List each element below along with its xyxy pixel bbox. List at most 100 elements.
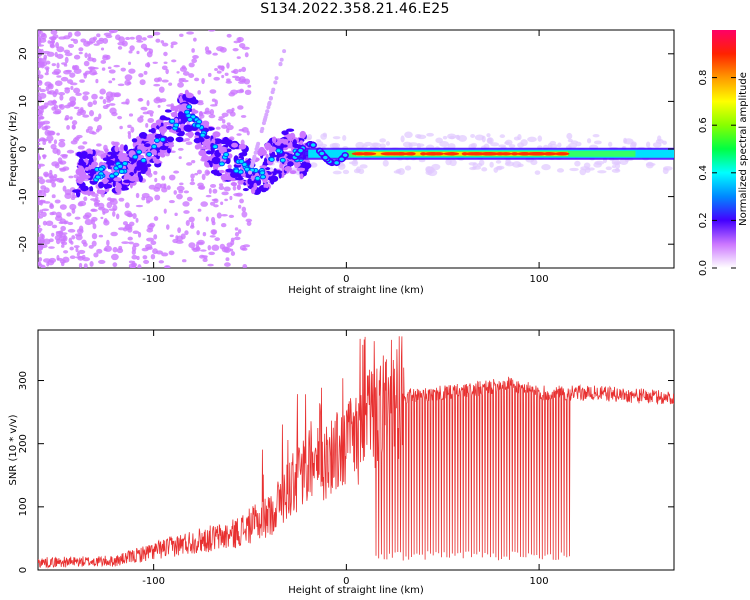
- noise-blob: [67, 43, 75, 48]
- snr-ticks: -100 0 100 0 100 200 300: [18, 330, 674, 587]
- noise-blob: [96, 143, 102, 147]
- band-red-blob: [510, 152, 519, 156]
- ridge-blob: [112, 150, 121, 155]
- ridge-core-blob: [136, 149, 143, 155]
- streak-blob: [253, 150, 258, 155]
- noise-blob: [70, 38, 75, 41]
- noise-blob: [309, 162, 318, 168]
- band-red-blob: [471, 152, 482, 156]
- noise-blob: [38, 30, 42, 36]
- band-red-blob: [448, 152, 457, 156]
- noise-blob: [186, 162, 193, 166]
- noise-blob: [208, 114, 216, 119]
- ridge-blob: [200, 146, 207, 150]
- noise-blob: [49, 41, 55, 48]
- noise-blob: [197, 208, 202, 212]
- noise-blob: [177, 227, 182, 234]
- noise-blob: [379, 138, 387, 143]
- ridge-blob: [278, 172, 282, 179]
- noise-blob: [449, 159, 457, 167]
- wave-blob: [332, 159, 341, 167]
- noise-blob: [217, 65, 222, 69]
- noise-blob: [557, 142, 562, 148]
- noise-blob: [332, 170, 342, 175]
- noise-blob: [221, 65, 225, 72]
- noise-blob: [207, 263, 214, 267]
- ridge-blob: [231, 142, 239, 148]
- colorbar-gradient: [712, 30, 736, 268]
- noise-blob: [108, 80, 113, 84]
- noise-blob: [40, 185, 47, 190]
- ridge-core-blob: [186, 104, 193, 110]
- noise-blob: [146, 227, 154, 233]
- noise-blob: [108, 69, 116, 74]
- noise-blob: [87, 53, 92, 59]
- ridge-blob: [128, 175, 138, 182]
- noise-blob: [42, 141, 47, 145]
- ridge-blob: [72, 189, 82, 193]
- noise-blob: [182, 71, 190, 76]
- noise-blob: [103, 218, 108, 223]
- noise-blob: [49, 176, 57, 179]
- noise-blob: [111, 141, 115, 145]
- noise-blob: [111, 77, 116, 81]
- ridge-blob: [219, 169, 225, 174]
- ridge-blob: [292, 143, 300, 149]
- noise-blob: [160, 40, 165, 44]
- noise-blob: [84, 52, 88, 59]
- noise-blob: [38, 79, 43, 86]
- noise-blob: [70, 85, 74, 91]
- noise-blob: [49, 202, 54, 208]
- noise-blob: [244, 52, 249, 58]
- noise-blob: [106, 239, 110, 246]
- ridge-blob: [129, 172, 135, 176]
- noise-blob: [182, 201, 190, 207]
- band-red-blob: [500, 152, 512, 156]
- ridge-blob: [86, 153, 93, 159]
- noise-blob: [105, 91, 114, 98]
- noise-blob: [92, 100, 98, 105]
- noise-blob: [139, 79, 146, 86]
- noise-blob: [61, 241, 68, 246]
- noise-blob: [246, 221, 252, 227]
- noise-blob: [140, 43, 148, 50]
- noise-blob: [170, 44, 174, 49]
- ridge-blob: [201, 120, 210, 127]
- noise-blob: [150, 254, 156, 260]
- snr-xtick-label-0: -100: [142, 576, 165, 587]
- ridge-blob: [236, 184, 241, 191]
- noise-blob: [77, 249, 86, 254]
- noise-blob: [178, 77, 186, 81]
- noise-blob: [98, 113, 102, 120]
- noise-blob: [183, 210, 190, 214]
- noise-blob: [128, 50, 133, 54]
- noise-blob: [214, 67, 219, 72]
- noise-blob: [177, 82, 184, 88]
- noise-blob: [608, 141, 613, 147]
- noise-blob: [44, 66, 50, 71]
- noise-blob: [129, 36, 135, 40]
- noise-blob: [71, 191, 76, 197]
- ridge-core-blob: [218, 161, 225, 167]
- noise-blob: [74, 136, 81, 140]
- noise-blob: [447, 133, 457, 140]
- ridge-blob: [225, 168, 234, 173]
- noise-blob: [137, 98, 144, 102]
- noise-blob: [496, 165, 505, 170]
- noise-blob: [247, 84, 252, 88]
- noise-blob: [211, 221, 216, 226]
- noise-blob: [71, 120, 78, 126]
- noise-blob: [404, 165, 412, 171]
- streak-blob: [279, 57, 284, 62]
- noise-blob: [72, 65, 78, 70]
- noise-blob: [397, 168, 405, 176]
- noise-blob: [242, 264, 248, 268]
- noise-blob: [74, 216, 81, 220]
- ridge-blob: [146, 133, 155, 142]
- noise-blob: [38, 142, 41, 146]
- noise-blob: [73, 54, 81, 60]
- noise-blob: [52, 110, 61, 115]
- noise-blob: [230, 239, 235, 246]
- noise-blob: [195, 246, 201, 252]
- noise-blob: [575, 141, 582, 147]
